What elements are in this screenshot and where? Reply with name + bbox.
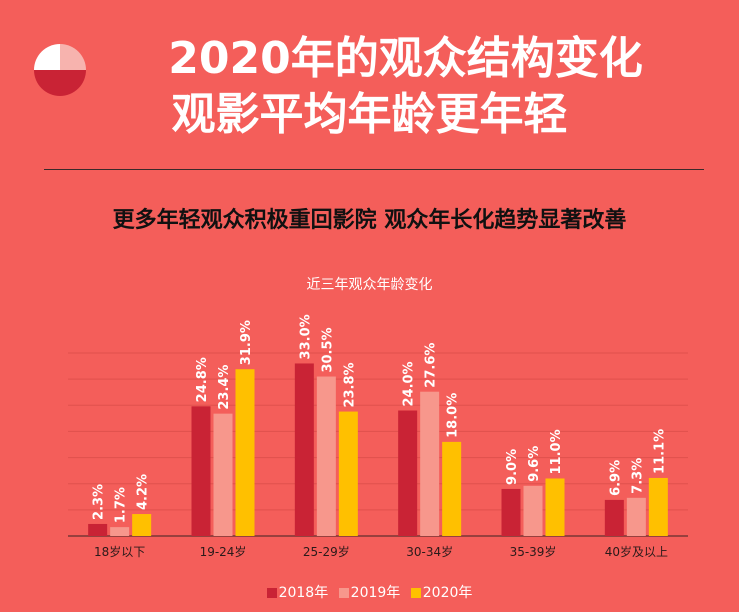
data-label: 11.1% [652, 429, 667, 474]
bar [545, 478, 565, 536]
x-tick-label: 35-39岁 [510, 544, 557, 559]
data-label: 6.9% [608, 460, 623, 496]
bar [338, 411, 358, 536]
legend-label-2019: 2019年 [350, 585, 401, 601]
data-label: 4.2% [136, 474, 151, 510]
data-label: 24.8% [195, 357, 210, 402]
bar [110, 527, 130, 536]
bar [213, 413, 233, 536]
bar [420, 391, 440, 536]
legend-item-2020: 2020年 [410, 582, 473, 602]
legend-item-2018: 2018年 [266, 582, 329, 602]
bar [398, 410, 418, 536]
data-label: 2.3% [92, 484, 107, 520]
bar [501, 488, 521, 536]
chart-legend: 2018年 2019年 2020年 [0, 582, 739, 602]
legend-label-2020: 2020年 [422, 585, 473, 601]
subtitle: 更多年轻观众积极重回影院 观众年长化趋势显著改善 [112, 208, 627, 233]
legend-swatch-2018 [266, 588, 277, 598]
bar [191, 406, 211, 536]
legend-swatch-2019 [338, 588, 349, 598]
data-label: 9.6% [527, 446, 542, 482]
bar [132, 514, 152, 536]
data-label: 11.0% [549, 429, 564, 474]
data-label: 33.0% [298, 314, 313, 359]
chart-title: 近三年观众年龄变化 [306, 277, 433, 293]
data-label: 1.7% [114, 487, 129, 523]
logo-icon [34, 44, 86, 96]
x-tick-label: 30-34岁 [406, 544, 453, 559]
data-label: 30.5% [320, 327, 335, 372]
x-tick-label: 25-29岁 [303, 544, 350, 559]
x-tick-label: 19-24岁 [200, 544, 247, 559]
data-label: 27.6% [424, 343, 439, 388]
bar [626, 497, 646, 536]
bar [88, 523, 108, 536]
x-tick-label: 18岁以下 [94, 544, 145, 559]
bar [604, 499, 624, 536]
legend-label-2018: 2018年 [278, 585, 329, 601]
bar [648, 477, 668, 536]
legend-swatch-2020 [410, 588, 421, 598]
x-tick-label: 40岁及以上 [605, 544, 668, 559]
data-label: 7.3% [630, 458, 645, 494]
legend-item-2019: 2019年 [338, 582, 401, 602]
page-title-line2: 观影平均年龄更年轻 [171, 89, 568, 140]
bar [316, 376, 336, 536]
bar [523, 485, 543, 536]
page-title: 2020年的观众结构变化 [168, 33, 643, 84]
data-label: 23.8% [342, 362, 357, 407]
data-label: 24.0% [402, 361, 417, 406]
data-label: 18.0% [446, 393, 461, 438]
divider [44, 169, 704, 170]
bar [442, 441, 462, 536]
data-label: 9.0% [505, 449, 520, 485]
bar [235, 369, 255, 536]
bar [294, 363, 314, 536]
data-label: 23.4% [217, 365, 232, 410]
data-label: 31.9% [239, 320, 254, 365]
